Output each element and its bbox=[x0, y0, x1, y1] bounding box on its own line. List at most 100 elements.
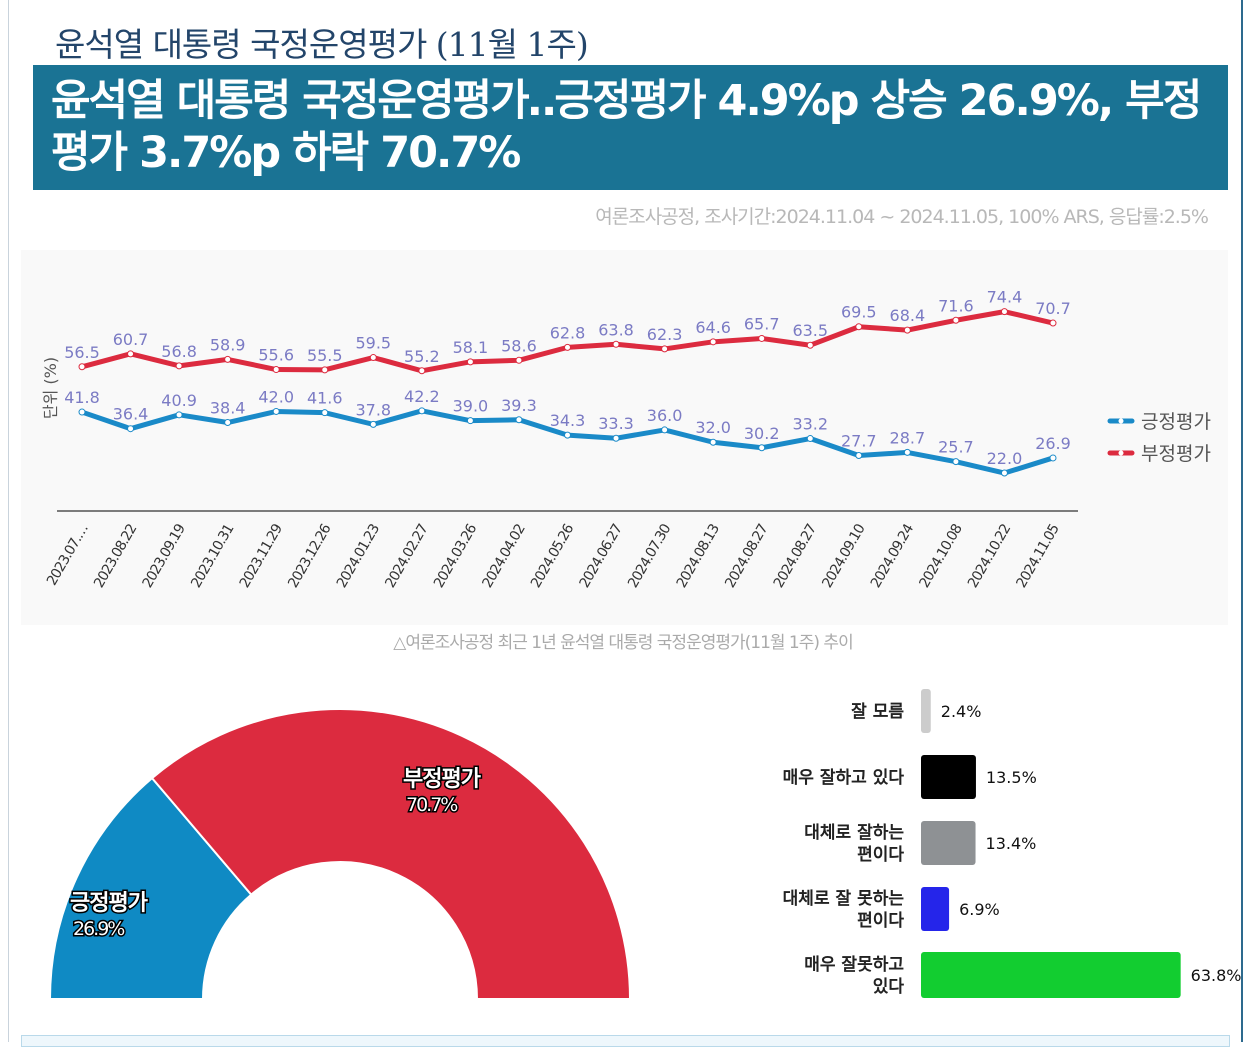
data-point bbox=[224, 419, 232, 427]
data-label: 28.7 bbox=[890, 428, 926, 447]
data-label: 55.2 bbox=[404, 347, 440, 366]
data-label: 69.5 bbox=[841, 303, 877, 322]
slice-name: 긍정평가 bbox=[70, 891, 148, 916]
data-label: 55.6 bbox=[258, 346, 294, 365]
bar bbox=[921, 887, 950, 931]
data-label: 33.2 bbox=[792, 415, 828, 434]
headline-banner: 윤석열 대통령 국정운영평가‥긍정평가 4.9%p 상승 26.9%, 부정평가… bbox=[33, 65, 1228, 190]
data-label: 27.7 bbox=[841, 431, 877, 450]
data-point bbox=[418, 367, 426, 375]
data-label: 34.3 bbox=[550, 411, 586, 430]
data-label: 36.0 bbox=[647, 406, 683, 425]
data-point bbox=[272, 366, 280, 374]
y-axis-label: 단위 (%) bbox=[41, 357, 60, 419]
data-label: 42.0 bbox=[258, 387, 294, 406]
data-point bbox=[78, 408, 86, 416]
data-point bbox=[855, 323, 863, 331]
data-label: 60.7 bbox=[113, 330, 149, 349]
data-label: 62.8 bbox=[550, 323, 586, 342]
data-point bbox=[903, 448, 911, 456]
data-point bbox=[369, 420, 377, 428]
data-point bbox=[806, 341, 814, 349]
x-tick-label: 2024.10.22 bbox=[965, 522, 1014, 591]
data-point bbox=[709, 338, 717, 346]
data-label: 42.2 bbox=[404, 387, 440, 406]
data-label: 33.3 bbox=[598, 414, 634, 433]
bar-value-label: 2.4% bbox=[941, 702, 982, 721]
data-point bbox=[127, 425, 135, 433]
data-point bbox=[515, 356, 523, 364]
bar-category-label: 대체로 잘 못하는 bbox=[783, 888, 905, 909]
data-label: 58.6 bbox=[501, 336, 537, 355]
data-label: 74.4 bbox=[987, 288, 1023, 307]
data-point bbox=[466, 358, 474, 366]
bar-category-label: 편이다 bbox=[857, 911, 904, 931]
data-label: 65.7 bbox=[744, 314, 780, 333]
data-point bbox=[418, 407, 426, 415]
x-tick-label: 2024.08.27 bbox=[771, 522, 820, 591]
data-label: 41.8 bbox=[64, 388, 100, 407]
legend-marker bbox=[1118, 418, 1124, 424]
data-label: 58.1 bbox=[453, 338, 489, 357]
data-label: 70.7 bbox=[1035, 299, 1071, 318]
data-label: 36.4 bbox=[113, 405, 149, 424]
legend-marker bbox=[1118, 450, 1124, 456]
x-tick-label: 2024.09.10 bbox=[819, 522, 868, 591]
data-point bbox=[903, 326, 911, 334]
line-chart: 단위 (%)2023.07.… 2023.08.22 2023.09.19 2023.… bbox=[41, 288, 1211, 591]
x-tick-label: 2024.05.26 bbox=[528, 521, 577, 591]
data-point bbox=[466, 417, 474, 425]
data-label: 71.6 bbox=[938, 296, 974, 315]
data-point bbox=[758, 444, 766, 452]
data-label: 40.9 bbox=[161, 391, 197, 410]
slice-value: 26.9% bbox=[73, 918, 124, 940]
data-label: 68.4 bbox=[890, 306, 926, 325]
x-tick-label: 2024.08.13 bbox=[674, 522, 723, 591]
x-tick-label: 2024.06.27 bbox=[577, 522, 626, 591]
bottom-panel bbox=[21, 1035, 1230, 1047]
data-point bbox=[1049, 454, 1057, 462]
data-point bbox=[272, 407, 280, 415]
data-point bbox=[78, 363, 86, 371]
bar bbox=[921, 689, 931, 733]
data-point bbox=[758, 334, 766, 342]
x-tick-label: 2023.08.22 bbox=[91, 522, 140, 591]
data-point bbox=[952, 316, 960, 324]
data-point bbox=[612, 340, 620, 348]
slice-0 bbox=[48, 776, 253, 1000]
data-point bbox=[709, 438, 717, 446]
data-point bbox=[175, 362, 183, 370]
bar bbox=[921, 952, 1181, 998]
data-label: 30.2 bbox=[744, 424, 780, 443]
chart-caption: △여론조사공정 최근 1년 윤석열 대통령 국정운영평가(11월 1주) 추이 bbox=[393, 633, 853, 653]
data-point bbox=[175, 411, 183, 419]
survey-source: 여론조사공정, 조사기간:2024.11.04 ~ 2024.11.05, 10… bbox=[595, 206, 1209, 228]
slice-value: 70.7% bbox=[406, 794, 457, 816]
data-point bbox=[855, 451, 863, 459]
data-label: 39.0 bbox=[453, 397, 489, 416]
data-label: 41.6 bbox=[307, 389, 343, 408]
data-point bbox=[515, 416, 523, 424]
slice-name: 부정평가 bbox=[403, 767, 481, 792]
data-label: 37.8 bbox=[355, 400, 391, 419]
x-tick-label: 2024.04.02 bbox=[479, 522, 528, 591]
data-point bbox=[224, 355, 232, 363]
data-point bbox=[1000, 469, 1008, 477]
bar-value-label: 63.8% bbox=[1191, 966, 1242, 985]
bar-value-label: 13.4% bbox=[986, 834, 1037, 853]
data-label: 64.6 bbox=[695, 318, 731, 337]
bar-category-label: 매우 잘못하고 bbox=[804, 954, 904, 975]
data-point bbox=[564, 431, 571, 439]
data-point bbox=[612, 434, 620, 442]
page-frame bbox=[8, 0, 1243, 1042]
data-label: 63.8 bbox=[598, 320, 634, 339]
data-point bbox=[564, 343, 571, 351]
page-subtitle: 윤석열 대통령 국정운영평가 (11월 1주) bbox=[55, 25, 589, 64]
data-point bbox=[369, 354, 377, 362]
x-tick-label: 2024.10.08 bbox=[916, 522, 965, 591]
data-point bbox=[321, 409, 329, 417]
x-tick-label: 2023.10.31 bbox=[188, 522, 237, 591]
bar-category-label: 매우 잘하고 있다 bbox=[783, 767, 905, 788]
x-tick-label: 2024.03.26 bbox=[431, 521, 480, 591]
